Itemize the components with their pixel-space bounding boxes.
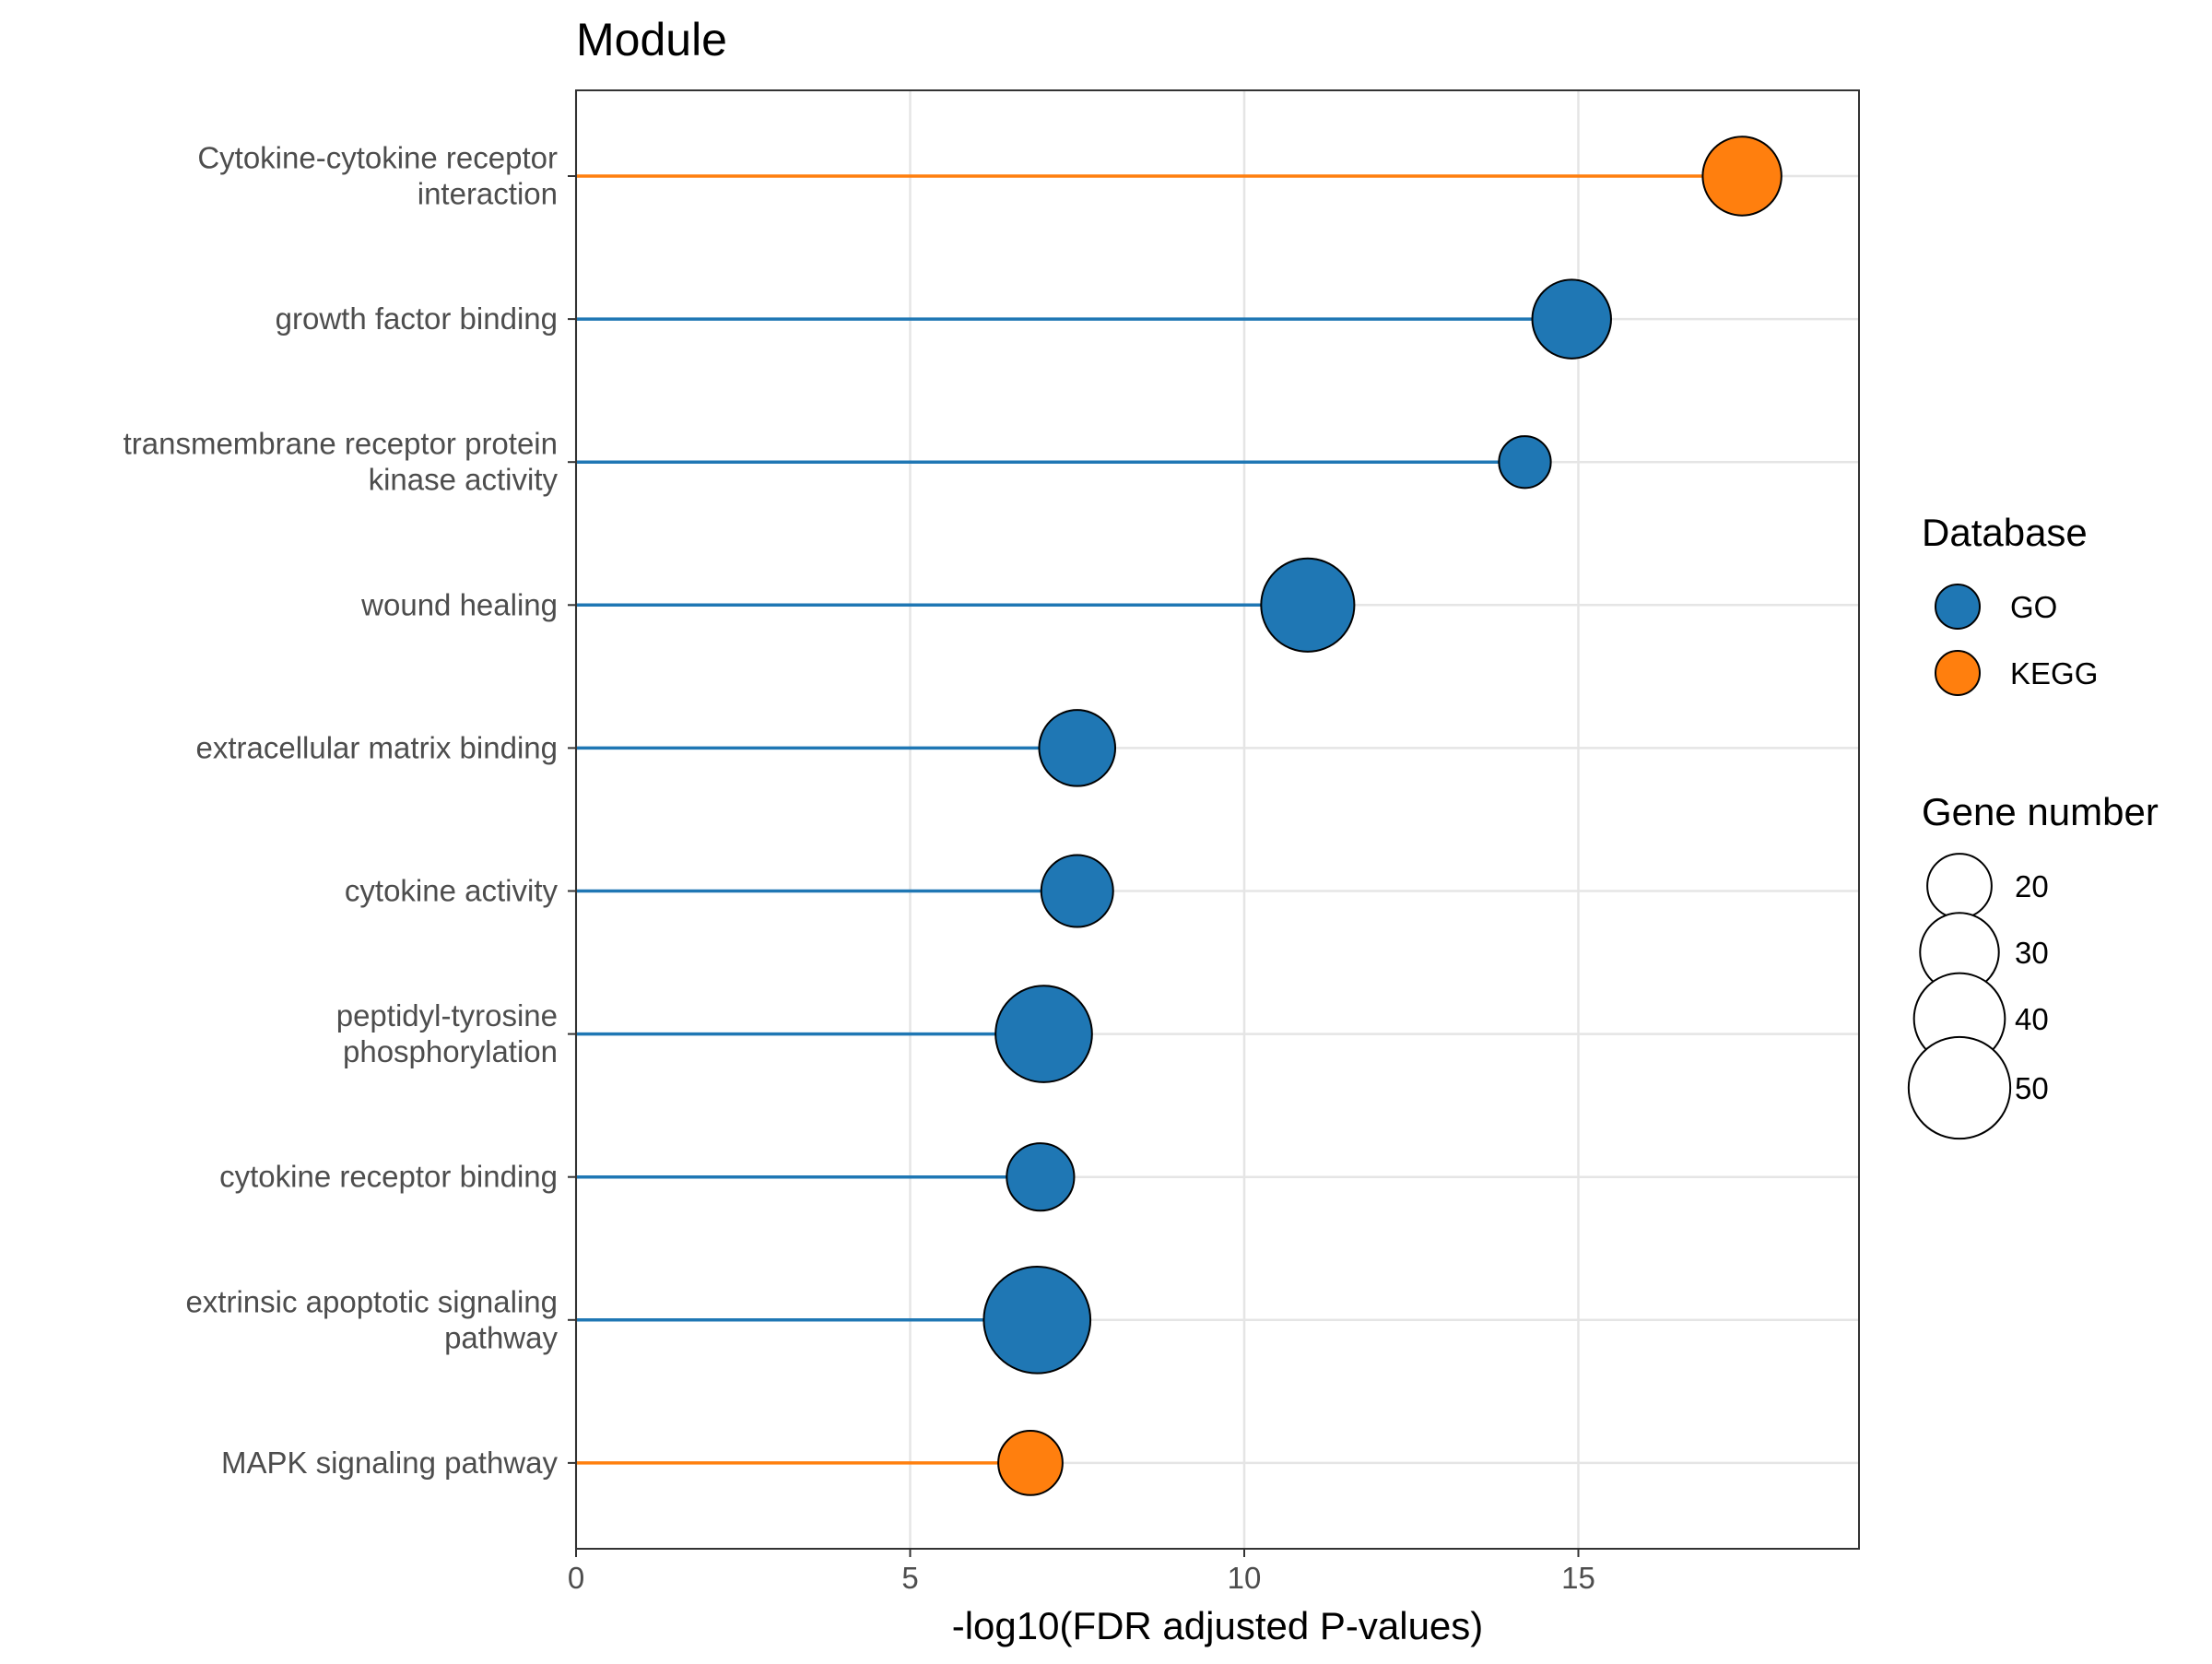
lollipop-point bbox=[1498, 435, 1552, 490]
mark-layer bbox=[576, 136, 1783, 1496]
lollipop-point bbox=[1531, 278, 1612, 360]
y-category-label: extrinsic apoptotic signaling pathway bbox=[185, 1284, 558, 1354]
y-category-label: cytokine receptor binding bbox=[219, 1160, 558, 1194]
x-tick-label: 0 bbox=[568, 1561, 584, 1595]
legend-label-go: GO bbox=[2010, 590, 2057, 624]
x-tick-label: 15 bbox=[1561, 1561, 1595, 1595]
legend-size-key bbox=[1907, 1035, 2012, 1140]
lollipop-point bbox=[997, 1430, 1064, 1496]
x-axis-title: -log10(FDR adjusted P-values) bbox=[952, 1604, 1484, 1647]
y-category-label: extracellular matrix binding bbox=[195, 730, 558, 764]
legend-size-label: 30 bbox=[2015, 936, 2049, 970]
y-category-label: Cytokine-cytokine receptor interaction bbox=[197, 141, 558, 211]
grid-layer bbox=[574, 90, 1859, 1549]
legend-label-kegg: KEGG bbox=[2010, 656, 2098, 690]
legend-size-label: 40 bbox=[2015, 1002, 2049, 1036]
y-category-label: peptidyl-tyrosine phosphorylation bbox=[336, 998, 558, 1068]
y-category-label: wound healing bbox=[360, 587, 558, 621]
y-category-label: transmembrane receptor protein kinase act… bbox=[124, 427, 559, 497]
lollipop-point bbox=[994, 985, 1093, 1083]
legend-key-kegg bbox=[1935, 650, 1981, 696]
lollipop-point bbox=[982, 1265, 1092, 1375]
y-category-label: growth factor binding bbox=[276, 301, 558, 336]
lollipop-point bbox=[1040, 854, 1114, 928]
x-tick-label: 10 bbox=[1228, 1561, 1262, 1595]
lollipop-point bbox=[1006, 1142, 1076, 1212]
y-category-label: cytokine activity bbox=[345, 874, 559, 908]
legend-title-gene-number: Gene number bbox=[1922, 790, 2159, 833]
lollipop-point bbox=[1260, 557, 1356, 653]
chart-title: Module bbox=[576, 14, 727, 65]
lollipop-point bbox=[1038, 709, 1117, 787]
axis-layer: 0 5 10 15 Cytokine-cytokine receptor interact… bbox=[124, 141, 1595, 1596]
legend-size-label: 50 bbox=[2015, 1071, 2049, 1105]
legend-key-go bbox=[1935, 584, 1981, 630]
legend: Database GO KEGG Gene number 20 30 40 50 bbox=[1907, 511, 2159, 1140]
y-category-label: MAPK signaling pathway bbox=[221, 1446, 559, 1480]
x-tick-label: 5 bbox=[901, 1561, 918, 1595]
panel-border bbox=[575, 89, 1860, 1550]
legend-title-database: Database bbox=[1922, 511, 2088, 554]
legend-size-key bbox=[1926, 853, 1993, 919]
legend-size-label: 20 bbox=[2015, 869, 2049, 903]
lollipop-point bbox=[1701, 136, 1783, 217]
